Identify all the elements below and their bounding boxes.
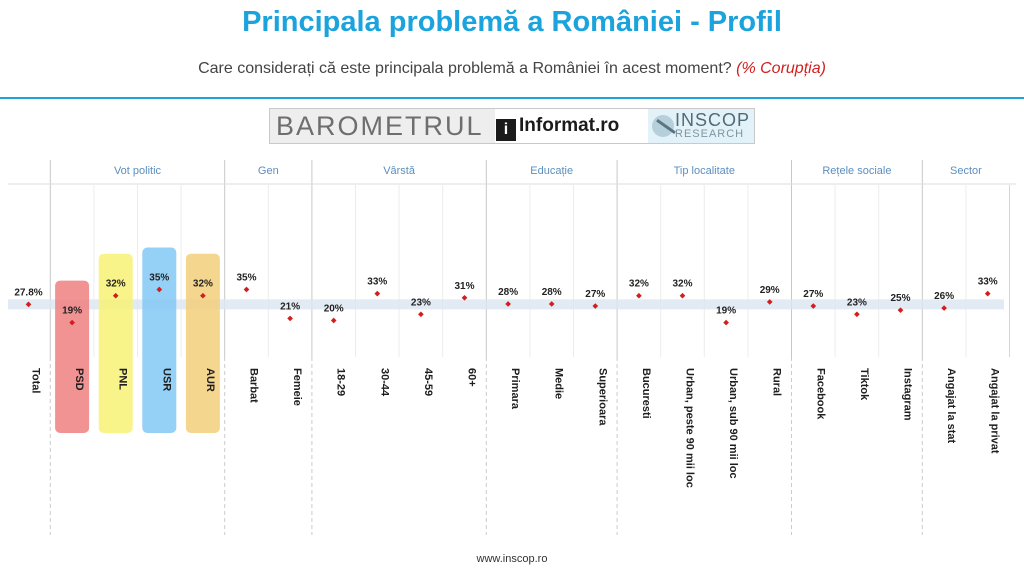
category-label-bucuresti: Bucuresti bbox=[640, 368, 652, 419]
data-label-medie: 28% bbox=[542, 287, 562, 298]
data-point-facebook bbox=[810, 303, 817, 309]
data-point-instagram bbox=[897, 307, 904, 313]
data-point-angajat-la-privat bbox=[984, 290, 991, 297]
data-point-45-59 bbox=[418, 311, 424, 318]
data-label-angajat-la-stat: 26% bbox=[934, 291, 954, 302]
chart-title: Principala problemă a României - Profil bbox=[242, 6, 782, 38]
category-label-pnl: PNL bbox=[117, 368, 129, 390]
data-point-30-44 bbox=[374, 290, 381, 297]
data-point-aur bbox=[200, 292, 206, 299]
subtitle-question: Care considerați că este principala prob… bbox=[198, 60, 732, 77]
group-label-educatie: Educație bbox=[530, 165, 573, 177]
group-label-vot-politic: Vot politic bbox=[114, 165, 162, 177]
data-point-barbat bbox=[243, 286, 250, 293]
data-label-urban-peste-90-mii-loc: 32% bbox=[672, 279, 692, 290]
data-point-total bbox=[25, 301, 32, 308]
data-point-urban-sub-90-mii-loc bbox=[723, 319, 729, 326]
data-label-barbat: 35% bbox=[236, 273, 256, 284]
informat-logo-text: Informat.ro bbox=[519, 115, 620, 136]
category-label-rural: Rural bbox=[771, 368, 783, 396]
informat-logo: i Informat.ro bbox=[496, 109, 619, 143]
group-label-gen: Gen bbox=[258, 165, 279, 177]
category-label-barbat: Barbat bbox=[248, 368, 260, 403]
data-label-total: 27.8% bbox=[14, 287, 42, 298]
category-label-superioara: Superioara bbox=[596, 368, 608, 426]
chart-subtitle: Care considerați că este principala prob… bbox=[0, 60, 1024, 78]
category-label-instagram: Instagram bbox=[902, 368, 914, 421]
data-label-facebook: 27% bbox=[803, 289, 823, 300]
data-label-30-44: 33% bbox=[367, 277, 387, 288]
data-point-urban-peste-90-mii-loc bbox=[679, 292, 686, 299]
data-point-tiktok bbox=[854, 311, 860, 318]
category-label-60: 60+ bbox=[466, 368, 478, 387]
category-label-30-44: 30-44 bbox=[378, 368, 390, 397]
inscop-logo-text: INSCOP bbox=[675, 110, 751, 130]
footer-url: www.inscop.ro bbox=[476, 553, 548, 565]
category-label-psd: PSD bbox=[73, 368, 85, 391]
inscop-logo-subtext: RESEARCH bbox=[675, 128, 745, 140]
group-label-tip-localitate: Tip localitate bbox=[674, 165, 735, 177]
data-label-usr: 35% bbox=[149, 273, 169, 284]
category-label-urban-sub-90-mii-loc: Urban, sub 90 mii loc bbox=[727, 368, 739, 479]
data-point-superioara bbox=[592, 303, 599, 309]
category-label-45-59: 45-59 bbox=[422, 368, 434, 396]
data-point-usr bbox=[156, 286, 163, 293]
group-label-sector: Sector bbox=[950, 165, 982, 177]
data-label-urban-sub-90-mii-loc: 19% bbox=[716, 306, 736, 317]
data-point-pnl bbox=[112, 292, 119, 299]
category-label-urban-peste-90-mii-loc: Urban, peste 90 mii loc bbox=[684, 368, 696, 488]
group-label-varsta: Vârstă bbox=[383, 165, 416, 177]
informat-icon: i bbox=[496, 119, 516, 141]
category-label-femeie: Femeie bbox=[291, 368, 303, 406]
data-point-rural bbox=[766, 299, 773, 305]
header-divider bbox=[0, 97, 1024, 99]
data-label-60: 31% bbox=[454, 281, 474, 292]
party-bar-aur bbox=[185, 253, 220, 433]
data-label-aur: 32% bbox=[193, 279, 213, 290]
data-point-18-29 bbox=[330, 317, 337, 324]
data-point-medie bbox=[548, 301, 555, 307]
inscop-logo: INSCOP RESEARCH bbox=[648, 109, 754, 143]
category-label-18-29: 18-29 bbox=[335, 368, 347, 396]
data-label-rural: 29% bbox=[760, 285, 780, 296]
data-point-60 bbox=[461, 294, 468, 301]
data-label-bucuresti: 32% bbox=[629, 279, 649, 290]
data-label-18-29: 20% bbox=[324, 304, 344, 315]
data-point-psd bbox=[69, 319, 75, 326]
data-label-primara: 28% bbox=[498, 287, 518, 298]
data-label-angajat-la-privat: 33% bbox=[978, 277, 998, 288]
data-label-femeie: 21% bbox=[280, 301, 300, 312]
barometrul-logo: BAROMETRUL bbox=[270, 109, 495, 143]
category-label-tiktok: Tiktok bbox=[858, 368, 870, 401]
sponsor-banner: BAROMETRUL i Informat.ro INSCOP RESEARCH bbox=[269, 108, 755, 144]
group-label-retele-sociale: Rețele sociale bbox=[822, 165, 891, 177]
data-label-psd: 19% bbox=[62, 306, 82, 317]
subtitle-highlight: (% Corupția) bbox=[736, 60, 826, 77]
data-label-superioara: 27% bbox=[585, 289, 605, 300]
data-point-primara bbox=[505, 301, 511, 307]
party-bar-usr bbox=[142, 247, 177, 433]
data-label-45-59: 23% bbox=[411, 297, 431, 308]
data-point-bucuresti bbox=[636, 292, 642, 299]
category-label-usr: USR bbox=[160, 368, 172, 391]
data-point-angajat-la-stat bbox=[941, 305, 947, 311]
inscop-icon bbox=[652, 115, 674, 137]
data-label-instagram: 25% bbox=[890, 293, 910, 304]
data-point-femeie bbox=[287, 315, 293, 322]
category-label-facebook: Facebook bbox=[814, 368, 826, 420]
category-label-angajat-la-stat: Angajat la stat bbox=[945, 368, 957, 444]
data-label-tiktok: 23% bbox=[847, 297, 867, 308]
category-label-medie: Medie bbox=[553, 368, 565, 399]
category-label-aur: AUR bbox=[204, 368, 216, 392]
party-bar-psd bbox=[55, 280, 90, 433]
category-label-total: Total bbox=[30, 368, 42, 393]
category-label-angajat-la-privat: Angajat la privat bbox=[989, 368, 1001, 454]
data-label-pnl: 32% bbox=[106, 279, 126, 290]
category-label-primara: Primara bbox=[509, 368, 521, 410]
party-bar-pnl bbox=[98, 253, 133, 433]
